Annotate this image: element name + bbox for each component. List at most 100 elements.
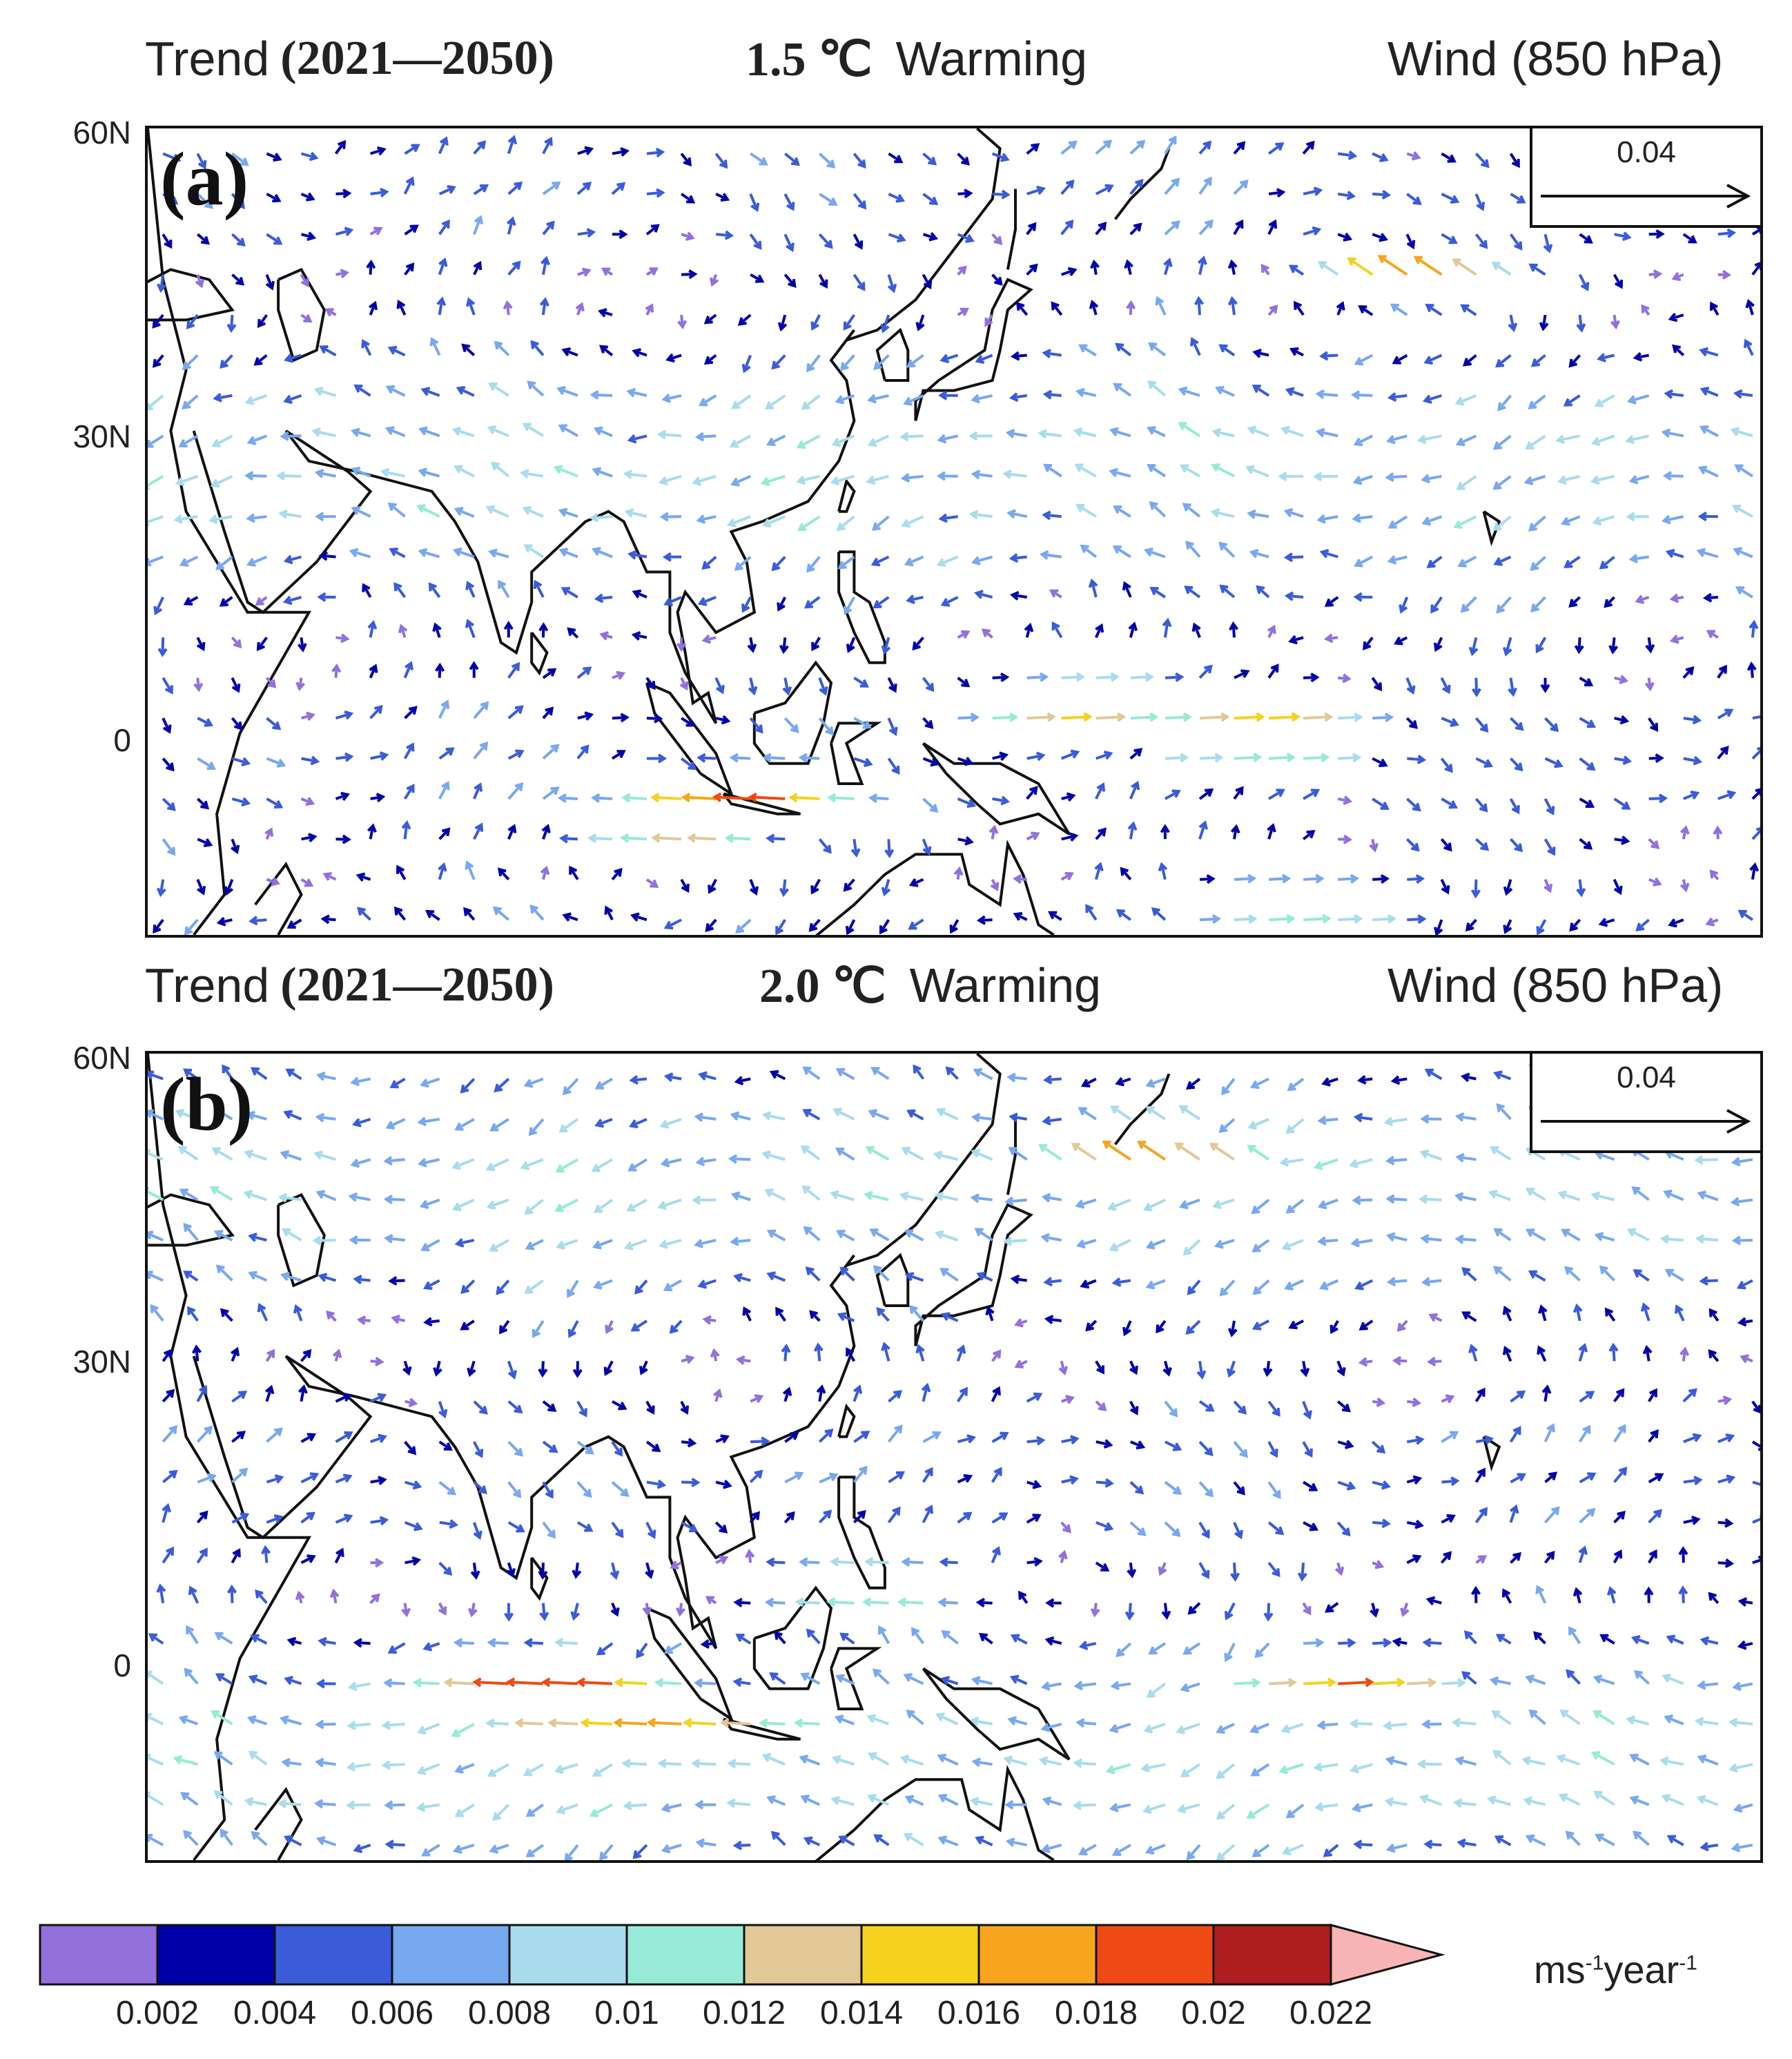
wind-vector [1249, 548, 1269, 559]
wind-vector [1317, 1115, 1338, 1125]
wind-vector [1392, 1637, 1408, 1647]
colorbar-swatch [391, 1924, 511, 1986]
wind-vector [300, 797, 315, 806]
wind-vector [1085, 1320, 1098, 1332]
wind-vector [806, 556, 821, 573]
wind-vector [596, 1642, 614, 1656]
wind-vector [940, 1676, 959, 1685]
wind-vector [659, 474, 682, 486]
wind-vector [1385, 1232, 1408, 1242]
wind-vector [1440, 878, 1450, 895]
wind-vector [322, 872, 337, 881]
wind-vector [1040, 1722, 1062, 1732]
wind-vector [1080, 1077, 1097, 1088]
wind-vector [818, 717, 834, 736]
wind-vector [843, 878, 855, 892]
wind-vector [576, 182, 592, 195]
panel-b-scenario-suffix: Warming [909, 958, 1102, 1012]
wind-vector [324, 308, 337, 317]
wind-vector [1510, 1552, 1522, 1564]
wind-vector [646, 1717, 682, 1728]
wind-vector [922, 232, 939, 242]
wind-vector [465, 619, 476, 639]
wind-vector [507, 1400, 523, 1414]
panel-a-scenario-suffix: Warming [895, 32, 1088, 86]
wind-vector [576, 1440, 594, 1455]
wind-vector [887, 677, 897, 693]
wind-vector [835, 1674, 855, 1685]
wind-vector [1147, 380, 1167, 397]
wind-vector [1230, 824, 1240, 840]
wind-vector [741, 354, 752, 374]
wind-vector [899, 432, 924, 442]
wind-vector [1218, 1118, 1236, 1133]
panel-b-title-right: Wind (850 hPa) [1387, 958, 1724, 1012]
wind-vector [610, 1562, 620, 1580]
wind-vector [680, 878, 690, 893]
wind-vector [935, 1108, 959, 1121]
wind-vector [1127, 821, 1138, 840]
wind-vector [1078, 1844, 1097, 1856]
wind-vector [1489, 1676, 1511, 1686]
wind-vector [971, 394, 993, 404]
wind-vector [197, 1473, 217, 1484]
wind-vector [661, 1844, 682, 1854]
wind-vector [539, 297, 549, 316]
wind-vector [922, 152, 937, 166]
wind-vector [562, 1078, 579, 1096]
wind-vector [451, 426, 475, 438]
wind-vector [315, 1719, 336, 1730]
wind-vector [196, 1425, 213, 1443]
coastline [837, 1476, 886, 1589]
wind-vector [1407, 1397, 1421, 1408]
wind-vector [715, 1555, 729, 1565]
wind-vector [1441, 717, 1459, 727]
wind-vector [182, 394, 199, 409]
wind-vector [192, 1344, 202, 1362]
wind-vector [1648, 838, 1660, 849]
wind-vector [465, 297, 476, 316]
wind-vector [1385, 472, 1408, 483]
wind-vector [1026, 143, 1040, 155]
wind-vector [844, 596, 856, 615]
wind-vector [542, 706, 554, 719]
wind-vector [1423, 354, 1443, 365]
wind-vector [349, 548, 371, 559]
wind-vector [1493, 1070, 1512, 1081]
wind-vector [853, 1509, 866, 1524]
wind-vector [562, 912, 578, 922]
wind-vector [769, 1070, 786, 1081]
wind-vector [576, 744, 590, 760]
wind-vector [1218, 541, 1236, 558]
wind-vector [1234, 712, 1265, 722]
wind-vector [1038, 1143, 1062, 1161]
wind-vector [281, 1757, 302, 1768]
wind-vector [1749, 619, 1759, 638]
wind-vector [613, 1717, 647, 1728]
wind-vector [1164, 220, 1180, 235]
wind-vector [1234, 752, 1263, 763]
wind-vector [1590, 1191, 1615, 1201]
wind-vector [1129, 139, 1146, 155]
wind-vector [1061, 1395, 1075, 1404]
wind-vector [1280, 1723, 1304, 1734]
wind-vector [784, 1431, 799, 1443]
wind-vector [985, 1306, 995, 1322]
wind-vector [403, 742, 415, 760]
wind-vector [1537, 1345, 1547, 1362]
wind-vector [487, 425, 509, 438]
wind-vector [681, 1354, 695, 1364]
wind-vector [456, 386, 475, 397]
wind-vector [836, 515, 855, 531]
wind-vector [1608, 1342, 1619, 1362]
wind-vector [1385, 1843, 1408, 1853]
wind-vector [576, 1400, 587, 1418]
wind-vector [1278, 1763, 1304, 1775]
wind-vector [904, 1229, 924, 1241]
wind-vector [529, 905, 545, 921]
wind-vector [1185, 1320, 1201, 1335]
wind-vector [1146, 1682, 1167, 1698]
wind-vector [1702, 592, 1718, 603]
wind-vector [590, 389, 613, 400]
wind-vector [530, 340, 545, 356]
